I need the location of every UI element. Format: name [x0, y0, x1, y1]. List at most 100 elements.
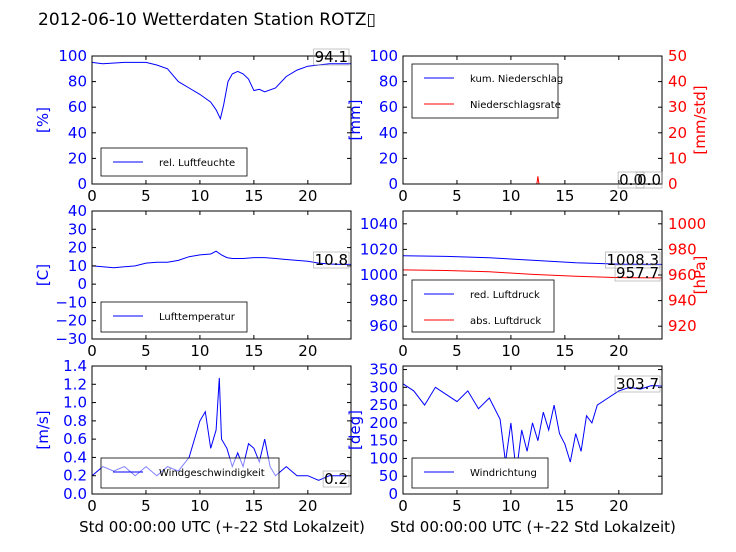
y-tick-label: 0 [388, 485, 398, 503]
x-tick-label: 5 [141, 187, 151, 205]
legend: Lufttemperatur [100, 301, 248, 333]
panel-2: 0 5 10 15 20 0 20 40 60 80 100 0 10 20 30 40 50 [mm] [mm/s… [346, 47, 709, 205]
plot-frame [402, 55, 663, 185]
x-tick-label: 15 [555, 497, 574, 515]
legend: rel. Luftfeuchte [100, 147, 248, 177]
y-axis-label: [%] [34, 107, 52, 133]
y-right-tick-label: 50 [668, 47, 687, 65]
plot-frame [91, 210, 352, 340]
last-value-box [635, 171, 663, 189]
y-tick-label: 20 [68, 239, 87, 257]
y-tick-label: 1.0 [63, 394, 87, 412]
plot-frame [91, 365, 352, 495]
y-tick-label: 150 [369, 432, 398, 450]
y-tick-label: 60 [379, 98, 398, 116]
legend-label: kum. Niederschlag [470, 74, 563, 85]
legend-frame [411, 457, 549, 489]
last-value-label: 957.7 [616, 264, 659, 282]
chart-title: 2012-06-10 Wetterdaten Station ROTZ▯ [38, 10, 376, 30]
y-tick-label: 20 [379, 149, 398, 167]
y-tick-label: 20 [68, 149, 87, 167]
x-tick-label: 20 [609, 497, 628, 515]
x-tick-label: 15 [555, 342, 574, 360]
x-tick-label: 20 [298, 497, 317, 515]
panel-6: 0 5 10 15 20050100150200250300350[deg]Windri… [346, 361, 663, 515]
legend-label: Lufttemperatur [159, 312, 236, 323]
last-value-box [605, 251, 661, 269]
y-tick-label: 350 [369, 361, 398, 379]
y-tick-label: 10 [68, 257, 87, 275]
legend-frame [411, 279, 555, 333]
last-value-label: 0.0 [637, 171, 661, 189]
y-axis-label: [m/s] [34, 410, 52, 449]
x-tick-label: 10 [190, 497, 209, 515]
y-tick-label: 1040 [360, 215, 398, 233]
y-tick-label: 80 [68, 73, 87, 91]
legend-label: Niederschlagsrate [470, 100, 561, 111]
y-tick-label: 50 [379, 467, 398, 485]
last-value-label: 303.7 [616, 375, 659, 393]
y-tick-label: 30 [68, 220, 87, 238]
x-tick-label: 5 [141, 497, 151, 515]
y-right-tick-label: 20 [668, 124, 687, 142]
y-right-tick-label: 0 [668, 175, 678, 193]
y-tick-label: 1020 [360, 240, 398, 258]
last-value-label: 0.0 [619, 171, 643, 189]
x-axis-label: Std 00:00:00 UTC (+-22 Std Lokalzeit) [390, 518, 676, 536]
x-tick-label: 0 [398, 342, 408, 360]
last-value-box [614, 375, 661, 393]
y-axis-label: [mm] [346, 100, 364, 141]
series-line-1 [91, 250, 351, 269]
y-right-tick-label: 1000 [668, 215, 706, 233]
y-right-tick-label: 920 [668, 317, 697, 335]
y-right-axis-label: [hPa] [691, 256, 709, 295]
last-value-label: 0.2 [324, 470, 348, 488]
y-tick-label: 0 [77, 275, 87, 293]
x-tick-label: 5 [452, 187, 462, 205]
x-axis-label: Std 00:00:00 UTC (+-22 Std Lokalzeit) [79, 518, 365, 536]
legend-label: rel. Luftfeuchte [159, 158, 235, 169]
last-value-label: 1008.3 [607, 251, 660, 269]
y-tick-label: 0.8 [63, 412, 87, 430]
panel-3: 0 5 10 15 20−30−20−10010203040[C]Lufttempera… [34, 202, 352, 360]
last-value-box [614, 264, 661, 282]
y-axis-label: [C] [34, 264, 52, 286]
x-tick-label: 20 [298, 342, 317, 360]
y-tick-label: 100 [369, 47, 398, 65]
y-tick-label: 300 [369, 378, 398, 396]
y-tick-label: 40 [68, 202, 87, 220]
legend: red. Luftdruck abs. Luftdruck [411, 279, 555, 333]
x-tick-label: 0 [87, 342, 97, 360]
x-tick-label: 20 [298, 187, 317, 205]
y-right-tick-label: 940 [668, 292, 697, 310]
y-tick-label: −20 [55, 312, 87, 330]
y-tick-label: 1.2 [63, 375, 87, 393]
x-tick-label: 10 [501, 497, 520, 515]
x-tick-label: 15 [244, 187, 263, 205]
x-tick-label: 20 [609, 342, 628, 360]
last-value-label: 94.1 [315, 48, 348, 66]
y-tick-label: 1.4 [63, 357, 87, 375]
y-tick-label: 80 [379, 73, 398, 91]
y-tick-label: 980 [369, 292, 398, 310]
y-right-tick-label: 10 [668, 149, 687, 167]
y-tick-label: 1000 [360, 266, 398, 284]
plot-frame [91, 55, 352, 185]
legend-frame [100, 301, 248, 333]
series-line-1 [402, 383, 663, 473]
panel-1: 0 5 10 15 20 0 20 40 60 80 100 [%] rel. Luftfeuchte 9… [34, 47, 352, 205]
x-tick-label: 15 [244, 497, 263, 515]
last-value-box [322, 470, 350, 488]
y-tick-label: 100 [369, 449, 398, 467]
y-tick-label: 0.6 [63, 430, 87, 448]
y-tick-label: 40 [379, 124, 398, 142]
legend-frame [100, 457, 280, 489]
legend: Windrichtung [411, 457, 549, 489]
legend-label: abs. Luftdruck [470, 316, 541, 327]
y-tick-label: 0.4 [63, 448, 87, 466]
x-tick-label: 5 [141, 342, 151, 360]
series-line-1 [402, 255, 663, 265]
legend-frame [411, 63, 559, 119]
x-tick-label: 0 [87, 187, 97, 205]
